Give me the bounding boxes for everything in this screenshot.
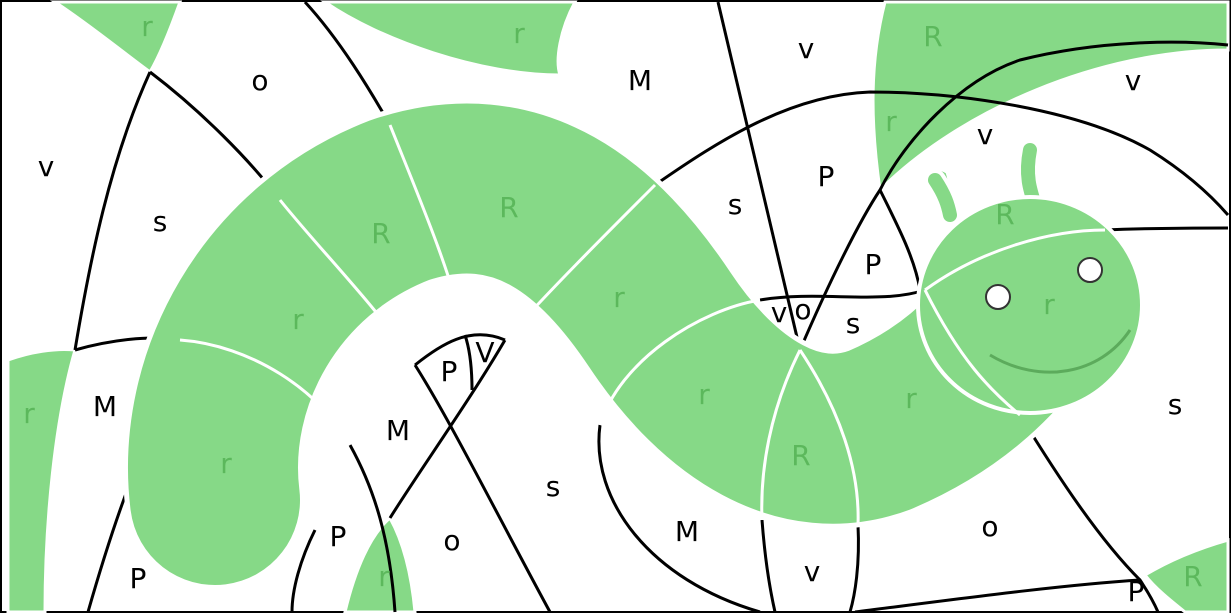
region-label: R — [371, 217, 390, 250]
region-label: v — [1125, 64, 1142, 97]
region-label: r — [698, 378, 710, 411]
region-label: o — [981, 510, 998, 543]
region-label: v — [977, 118, 994, 151]
region-label: v — [38, 150, 55, 183]
region-label: M — [675, 515, 699, 548]
region-label: r — [613, 281, 625, 314]
region-label: M — [386, 414, 410, 447]
region-label: r — [220, 447, 232, 480]
region-label: r — [378, 560, 390, 593]
region-label: R — [995, 198, 1014, 231]
region-label: v — [798, 32, 815, 65]
region-label: R — [499, 191, 518, 224]
region-label: s — [846, 307, 861, 340]
region-label: r — [885, 105, 897, 138]
region-label: P — [865, 248, 882, 281]
eye — [1078, 258, 1102, 282]
region-label: r — [905, 382, 917, 415]
region-label: r — [513, 17, 525, 50]
region-label: r — [292, 303, 304, 336]
region-label: s — [728, 188, 743, 221]
region-label: P — [130, 562, 147, 595]
region-label: M — [628, 64, 652, 97]
region-label: P — [330, 520, 347, 553]
region-label: P — [818, 160, 835, 193]
region-label: v — [804, 555, 821, 588]
region-label: v — [771, 296, 788, 329]
eye — [986, 285, 1010, 309]
region-label: V — [475, 336, 494, 369]
region-label: o — [251, 64, 268, 97]
region-label: R — [791, 439, 810, 472]
head — [918, 197, 1142, 413]
region-label: o — [794, 293, 811, 326]
region-label: R — [1183, 560, 1202, 593]
region-label: r — [23, 397, 35, 430]
region-label: M — [93, 390, 117, 423]
region-label: s — [1168, 388, 1183, 421]
region-label: P — [1128, 575, 1145, 608]
region-label: r — [1043, 288, 1055, 321]
coloring-puzzle: rroMvRvrvvsRRPsRPrrvosrPVrMMrrsrRsoPoMvP… — [0, 0, 1231, 613]
region-label: s — [546, 470, 561, 503]
region-label: r — [141, 10, 153, 43]
region-label: o — [443, 524, 460, 557]
region-label: R — [923, 20, 942, 53]
region-label: P — [441, 355, 458, 388]
region-label: s — [153, 205, 168, 238]
